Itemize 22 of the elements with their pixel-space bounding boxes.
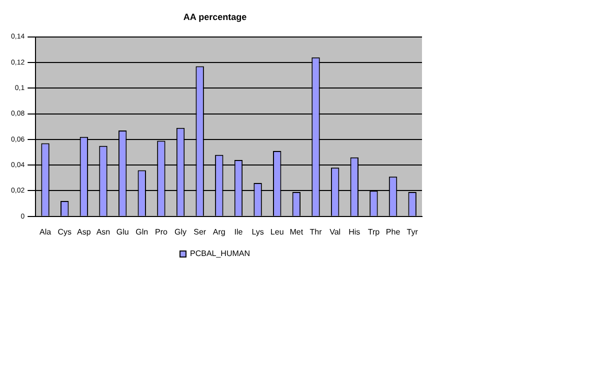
x-tick-label: Phe xyxy=(386,227,401,236)
x-tick-label: Gly xyxy=(174,227,187,236)
x-tick-label: Ala xyxy=(40,227,52,236)
legend-label: PCBAL_HUMAN xyxy=(190,249,250,258)
x-tick-label: Tyr xyxy=(406,227,418,236)
x-tick-label: Val xyxy=(330,227,341,236)
chart-title: AA percentage xyxy=(183,12,247,22)
x-tick-label: Ser xyxy=(194,227,206,236)
x-tick-label: Thr xyxy=(310,227,322,236)
x-tick-label: Met xyxy=(290,227,304,236)
x-tick-label: Cys xyxy=(58,227,72,236)
x-tick-label: His xyxy=(348,227,360,236)
x-tick-label: Pro xyxy=(154,227,168,236)
x-tick-label: Gln xyxy=(136,227,148,236)
x-tick-label: Trp xyxy=(368,227,380,236)
x-tick-label: Ile xyxy=(234,227,244,236)
x-tick-label: Arg xyxy=(212,227,226,236)
x-tick-label: Glu xyxy=(116,227,129,236)
x-tick-label: Asn xyxy=(96,227,110,236)
x-tick-label: Lys xyxy=(252,227,264,236)
x-tick-label: Leu xyxy=(270,227,284,236)
x-tick-label: Asp xyxy=(77,227,92,236)
